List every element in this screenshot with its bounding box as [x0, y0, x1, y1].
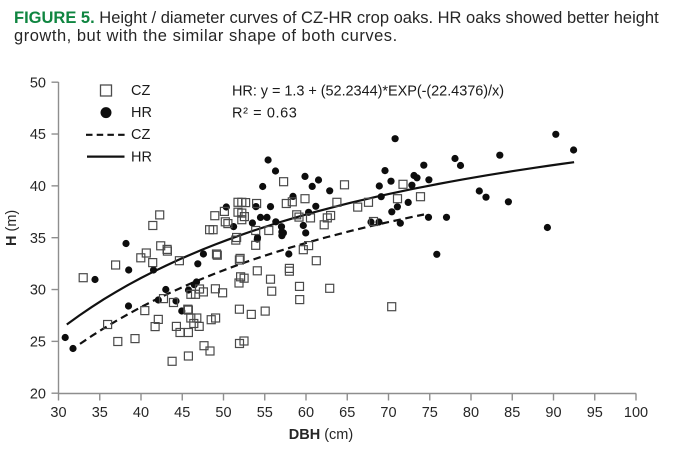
svg-text:60: 60 — [298, 405, 314, 421]
svg-text:HR: y = 1.3 + (52.2344)*EXP(-(: HR: y = 1.3 + (52.2344)*EXP(-(22.4376)/x… — [232, 84, 504, 100]
svg-text:45: 45 — [174, 405, 190, 421]
svg-text:75: 75 — [422, 405, 438, 421]
svg-text:CZ: CZ — [131, 83, 150, 99]
svg-text:30: 30 — [50, 405, 66, 421]
svg-text:DBH (cm): DBH (cm) — [289, 427, 353, 443]
svg-text:50: 50 — [215, 405, 231, 421]
svg-text:25: 25 — [30, 335, 46, 351]
svg-text:65: 65 — [339, 405, 355, 421]
svg-text:35: 35 — [30, 231, 46, 247]
svg-text:55: 55 — [257, 405, 273, 421]
svg-text:70: 70 — [380, 405, 396, 421]
svg-text:HR: HR — [131, 105, 152, 121]
svg-text:50: 50 — [30, 75, 46, 91]
svg-text:40: 40 — [133, 405, 149, 421]
svg-text:HR: HR — [131, 150, 152, 166]
svg-text:90: 90 — [545, 405, 561, 421]
svg-text:80: 80 — [463, 405, 479, 421]
svg-text:100: 100 — [624, 405, 648, 421]
svg-text:30: 30 — [30, 283, 46, 299]
svg-text:CZ: CZ — [131, 127, 150, 143]
svg-text:R² = 0.63: R² = 0.63 — [232, 106, 297, 122]
svg-text:H (m): H (m) — [4, 210, 20, 246]
svg-text:45: 45 — [30, 127, 46, 143]
svg-text:85: 85 — [504, 405, 520, 421]
svg-text:20: 20 — [30, 386, 46, 402]
svg-text:40: 40 — [30, 179, 46, 195]
svg-text:35: 35 — [92, 405, 108, 421]
svg-text:95: 95 — [587, 405, 603, 421]
